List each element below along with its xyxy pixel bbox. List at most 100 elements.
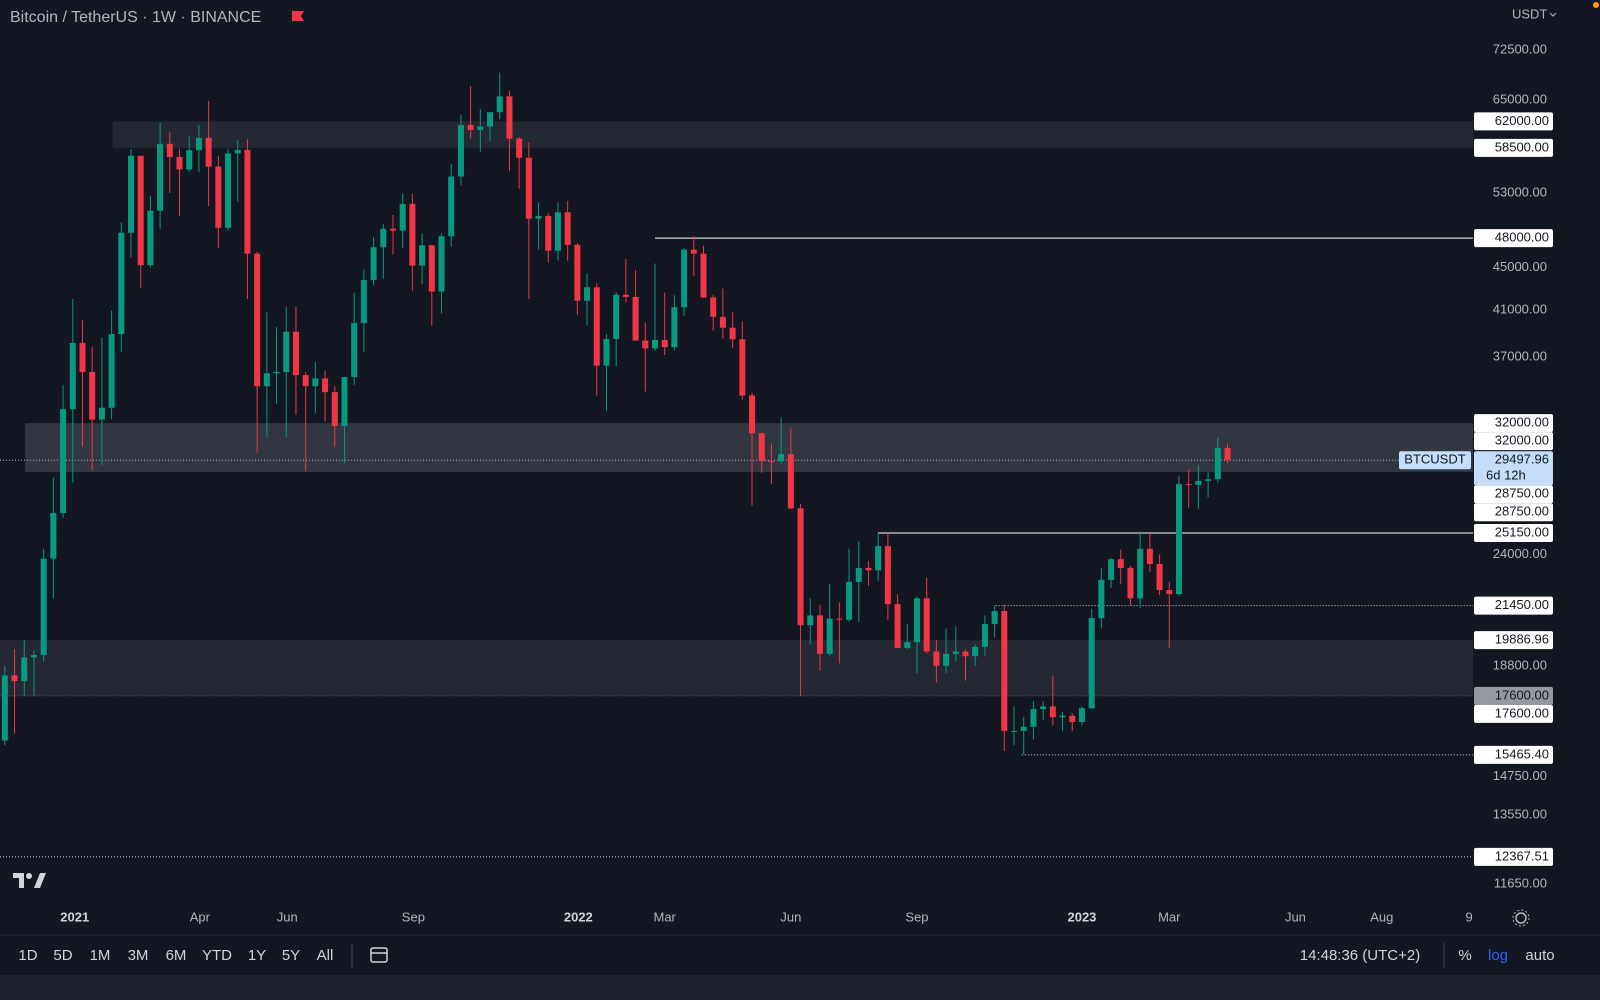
candle-body <box>448 176 455 237</box>
candle-body <box>244 149 251 254</box>
candle-body <box>166 143 173 157</box>
price-label-box <box>1474 432 1553 451</box>
range-button[interactable]: 1D <box>18 947 37 964</box>
candle-body <box>360 279 367 324</box>
candle-body <box>816 615 823 654</box>
price-label-box <box>1474 229 1553 248</box>
x-tick-label: Jun <box>277 909 298 924</box>
range-button[interactable]: 5D <box>53 947 72 964</box>
candle-body <box>1166 589 1173 595</box>
candle-body <box>118 232 125 335</box>
percent-toggle[interactable]: % <box>1458 947 1471 964</box>
candle-body <box>506 96 513 139</box>
candle-body <box>487 112 494 127</box>
price-label: 48000.00 <box>1495 230 1549 245</box>
candle-body <box>215 166 222 228</box>
y-tick-label: 11650.00 <box>1494 876 1547 891</box>
candle-body <box>399 203 406 231</box>
candle-body <box>1059 715 1066 718</box>
price-label: 17600.00 <box>1495 705 1549 720</box>
candle-body <box>283 331 290 372</box>
symbol-label: BTCUSDT <box>1404 452 1465 467</box>
x-tick-label: Sep <box>402 909 425 924</box>
candle-body <box>98 407 105 420</box>
candle-body <box>30 655 37 658</box>
candle-body <box>263 373 270 387</box>
candle-body <box>855 567 862 582</box>
price-label-box <box>1474 686 1553 705</box>
candle-body <box>457 125 464 177</box>
candle-body <box>681 249 688 308</box>
candle-body <box>875 546 882 571</box>
candle-body <box>846 581 853 620</box>
candle-body <box>1049 706 1056 718</box>
candle-body <box>108 334 115 408</box>
candle-body <box>409 203 416 266</box>
candle-body <box>797 508 804 626</box>
y-tick-label: 41000.00 <box>1493 302 1547 317</box>
candle-body <box>1108 559 1115 580</box>
range-button[interactable]: 5Y <box>282 947 300 964</box>
y-tick-label: 45000.00 <box>1493 259 1547 274</box>
candle-body <box>962 651 969 657</box>
flag-icon[interactable] <box>292 11 304 21</box>
last-price-label: 29497.96 <box>1495 452 1549 467</box>
range-button[interactable]: 1M <box>90 947 111 964</box>
candle-body <box>1117 559 1124 568</box>
range-button[interactable]: 1Y <box>248 947 266 964</box>
auto-toggle[interactable]: auto <box>1525 947 1554 964</box>
candle-body <box>564 212 571 245</box>
candle-body <box>496 96 503 113</box>
symbol-tag <box>1399 451 1471 470</box>
candle-body <box>1205 479 1212 481</box>
candle-body <box>671 307 678 348</box>
candle-body <box>273 371 280 374</box>
price-label: 28750.00 <box>1495 486 1549 501</box>
y-tick-label: 24000.00 <box>1493 546 1547 561</box>
candle-body <box>254 253 261 387</box>
y-tick-label: 37000.00 <box>1493 348 1547 363</box>
range-button[interactable]: All <box>317 947 334 964</box>
candle-body <box>312 378 319 387</box>
candle-body <box>1214 448 1221 480</box>
chart-title: Bitcoin / TetherUS · 1W · BINANCE <box>10 9 261 26</box>
price-label-box <box>1474 745 1553 764</box>
candle-body <box>729 327 736 340</box>
candle-body <box>1 675 8 741</box>
candle-body <box>127 155 135 233</box>
candle-body <box>322 378 329 393</box>
x-tick-label: 2022 <box>564 909 593 924</box>
candle-body <box>991 611 998 625</box>
candle-body <box>923 598 930 652</box>
countdown: 6d 12h <box>1486 468 1526 483</box>
candle-body <box>1146 548 1153 565</box>
price-label-box <box>1474 485 1553 504</box>
calendar-icon[interactable] <box>370 947 388 963</box>
candle-body <box>768 461 775 463</box>
candle-body <box>79 342 86 372</box>
range-button[interactable]: YTD <box>202 947 232 964</box>
candle-body <box>749 395 756 434</box>
y-tick-label: 13550.00 <box>1493 807 1547 822</box>
settings-icon[interactable] <box>1512 909 1530 927</box>
range-button[interactable]: 3M <box>128 947 149 964</box>
currency-selector[interactable]: USDT <box>1512 6 1547 21</box>
y-tick-label: 14750.00 <box>1493 768 1547 783</box>
x-tick-label: Aug <box>1370 909 1393 924</box>
chevron[interactable] <box>1549 12 1557 17</box>
candle-body <box>603 339 610 366</box>
candle-body <box>21 657 28 682</box>
log-toggle[interactable]: log <box>1488 947 1508 964</box>
candle-body <box>419 245 426 266</box>
candle-body <box>1127 567 1134 599</box>
candle-body <box>661 339 668 348</box>
x-tick-label: Jun <box>780 909 801 924</box>
candle-body <box>205 137 212 167</box>
candle-body <box>234 149 241 154</box>
range-button[interactable]: 6M <box>166 947 187 964</box>
price-label-box <box>1474 524 1553 543</box>
candle-body <box>758 433 765 462</box>
candle-body <box>1224 448 1231 461</box>
candle-body <box>351 323 358 378</box>
candle-body <box>292 331 299 376</box>
